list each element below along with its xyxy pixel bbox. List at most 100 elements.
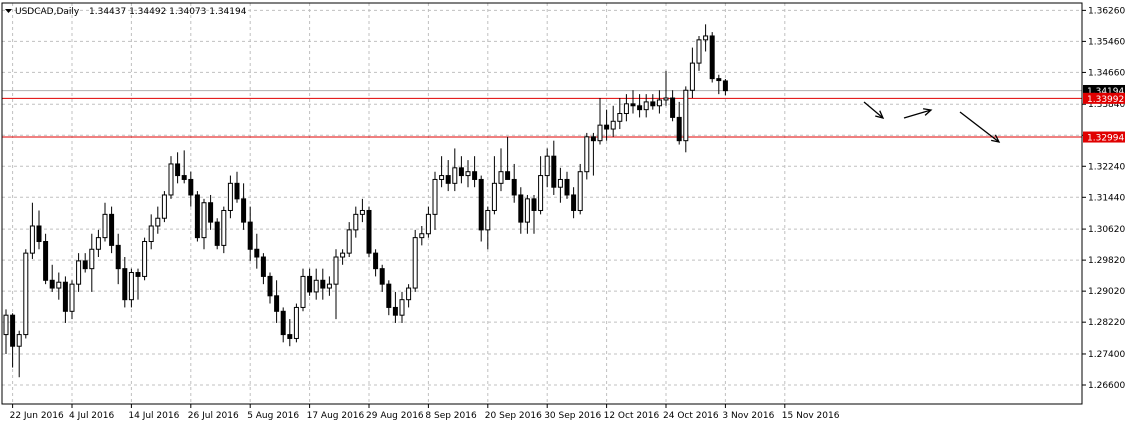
candle: [676, 101, 682, 145]
lower-level-tag: 1.32994: [1083, 131, 1125, 144]
lower-level-tag-bg: [1083, 131, 1125, 143]
candle-body-bullish: [623, 103, 629, 115]
candle-body-bullish: [584, 136, 590, 173]
candle: [148, 214, 154, 250]
candle: [610, 105, 616, 137]
candle-body-bearish: [676, 116, 682, 142]
candle-body-bearish: [392, 306, 398, 316]
candle-body-bullish: [412, 237, 418, 289]
candle: [590, 132, 596, 176]
candle: [16, 330, 22, 378]
candle-body-bullish: [201, 202, 207, 239]
dropdown-triangle-icon[interactable]: [5, 9, 12, 13]
price-tick-label: 1.36260: [1088, 6, 1125, 16]
candle: [670, 90, 676, 122]
candle-body-bearish: [630, 103, 636, 107]
candle: [175, 152, 181, 184]
candle: [412, 229, 418, 292]
grid-lines: [2, 3, 1082, 404]
upper-level-tag: 1.33992: [1083, 92, 1125, 105]
candle: [23, 249, 29, 339]
candle: [498, 148, 504, 192]
candle: [353, 206, 359, 238]
candle-body-bearish: [564, 178, 570, 196]
candle-body-bullish: [406, 287, 412, 301]
candle-body-bullish: [452, 167, 458, 184]
candle-body-bearish: [214, 221, 220, 246]
candle-body-bullish: [538, 175, 544, 211]
candle-body-bearish: [280, 310, 286, 336]
candle: [62, 276, 68, 323]
candle-body-bullish: [465, 171, 471, 177]
candle: [76, 253, 82, 292]
candle: [656, 90, 662, 114]
candle: [452, 148, 458, 192]
candle-body-bearish: [82, 260, 88, 270]
candle-body-bullish: [432, 178, 438, 215]
arrow-shaft: [863, 101, 884, 119]
candle: [584, 132, 590, 180]
candle-body-bearish: [386, 283, 392, 308]
candle: [10, 313, 16, 368]
forecast-arrow-icon[interactable]: [903, 108, 933, 119]
candle-body-bearish: [247, 221, 253, 250]
time-tick-label: 15 Nov 2016: [782, 411, 840, 421]
candle-body-bearish: [267, 275, 273, 297]
candle-body-bullish: [557, 178, 563, 188]
candle-body-bullish: [23, 252, 29, 336]
candle-body-bearish: [234, 182, 240, 200]
candle: [663, 70, 669, 106]
candle-body-bullish: [643, 101, 649, 111]
candle: [333, 249, 339, 320]
candle-body-bullish: [313, 279, 319, 293]
time-tick-label: 26 Jul 2016: [188, 411, 239, 421]
candle-body-bearish: [709, 35, 715, 80]
candle-body-bullish: [399, 299, 405, 316]
candle: [82, 253, 88, 273]
candle: [260, 253, 266, 285]
candle: [221, 206, 227, 254]
forecast-arrow-icon[interactable]: [863, 101, 885, 119]
candle-body-bullish: [439, 175, 445, 180]
candle-body-bearish: [505, 171, 511, 180]
candle: [142, 237, 148, 281]
time-tick-label: 8 Sep 2016: [425, 411, 477, 421]
candle-body-bearish: [478, 178, 484, 231]
candle-body-bearish: [115, 244, 121, 270]
forecast-arrow-icon[interactable]: [959, 111, 1001, 143]
candle-body-bullish: [683, 89, 689, 142]
candle: [564, 171, 570, 199]
time-tick-label: 22 Jun 2016: [10, 411, 64, 421]
candle-body-bearish: [637, 105, 643, 111]
candle: [445, 160, 451, 192]
candle-body-bullish: [326, 283, 332, 289]
candle: [320, 268, 326, 300]
candle-body-bullish: [69, 283, 75, 312]
candle-body-bearish: [379, 268, 385, 285]
price-tick-label: 1.26600: [1088, 381, 1125, 391]
candle-body-bullish: [485, 209, 491, 231]
forecast-arrows: [863, 101, 1001, 143]
candle: [29, 202, 35, 259]
candle: [399, 291, 405, 323]
candle-body-bearish: [458, 167, 464, 177]
candle: [425, 206, 431, 238]
candle: [406, 284, 412, 308]
candle: [3, 309, 9, 354]
candle: [227, 175, 233, 219]
candle-body-bullish: [89, 248, 95, 270]
candle: [696, 35, 702, 71]
candle-body-bearish: [260, 256, 266, 277]
candle: [43, 233, 49, 285]
candle-body-bullish: [353, 213, 359, 231]
candle-body-bullish: [340, 252, 346, 258]
price-tick-label: 1.32240: [1088, 162, 1125, 172]
candle: [419, 225, 425, 246]
chart-header: USDCAD,Daily 1.34437 1.34492 1.34073 1.3…: [5, 7, 247, 17]
time-tick-label: 14 Jul 2016: [128, 411, 179, 421]
candle-body-bullish: [524, 198, 530, 223]
candle: [366, 206, 372, 258]
candle-body-bearish: [109, 213, 115, 246]
header-symbol: USDCAD,Daily: [15, 7, 80, 17]
